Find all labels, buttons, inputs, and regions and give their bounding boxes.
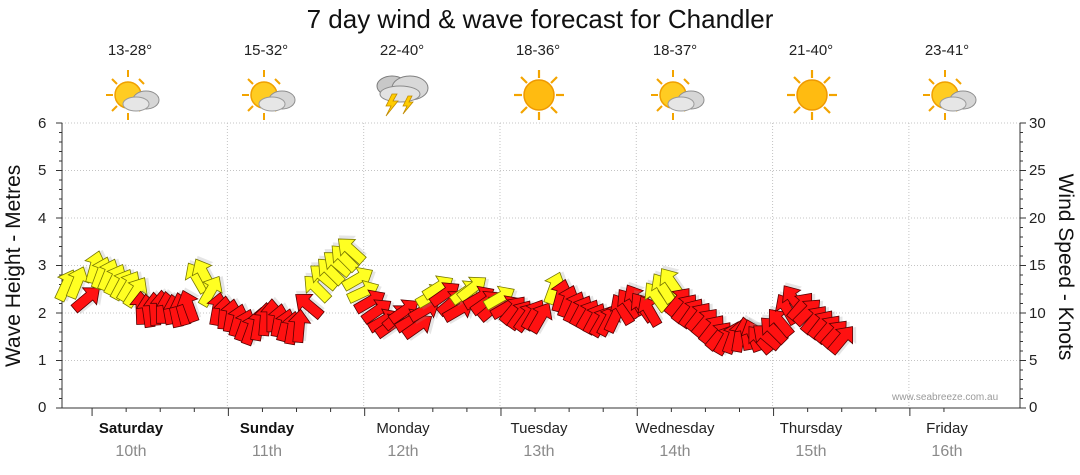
arrow-shape — [65, 266, 90, 300]
axes — [56, 122, 1026, 416]
wind-arrows — [54, 235, 857, 357]
day-label-thursday: Thursday — [779, 420, 843, 437]
wind-arrow-strong — [70, 287, 103, 314]
wind-arrow-light — [122, 277, 151, 309]
y-left-tick-4: 4 — [38, 210, 47, 227]
y-left-tick-1: 1 — [38, 352, 47, 369]
arrow-shape — [70, 287, 100, 314]
partly-cloudy-icon — [242, 70, 296, 120]
day-label-tuesday: Tuesday — [510, 420, 568, 437]
date-label-15th: 15th — [795, 443, 827, 460]
date-label-13th: 13th — [523, 443, 555, 460]
partly-cloudy-icon — [106, 70, 160, 120]
y-right-tick-15: 15 — [1029, 257, 1046, 274]
temp-range-thursday: 21-40° — [788, 42, 834, 59]
y-right-tick-0: 0 — [1029, 399, 1038, 416]
wind-arrow-strong — [637, 293, 664, 329]
day-label-friday: Friday — [926, 420, 968, 437]
y-right-tick-5: 5 — [1029, 352, 1038, 369]
y-left-tick-2: 2 — [38, 305, 47, 322]
wind-arrow-strong — [287, 307, 314, 344]
y-left-tick-3: 3 — [38, 257, 47, 274]
day-label-monday: Monday — [376, 420, 430, 437]
wind-arrow-strong — [295, 290, 325, 321]
wind-arrow-strong — [176, 287, 202, 324]
arrow-shape — [122, 277, 148, 309]
temp-range-sunday: 15-32° — [243, 42, 289, 59]
arrow-shape — [826, 326, 854, 356]
arrow-shape — [527, 302, 553, 335]
date-label-11th: 11th — [252, 443, 282, 460]
date-label-12th: 12th — [387, 443, 419, 460]
y-left-tick-6: 6 — [38, 115, 47, 132]
partly-cloudy-icon — [923, 70, 977, 120]
wind-arrow-strong — [360, 299, 395, 326]
arrow-shape — [197, 275, 223, 309]
wind-arrow-light — [337, 235, 367, 266]
day-label-sunday: Sunday — [239, 420, 295, 437]
date-label-16th: 16th — [931, 443, 963, 460]
day-label-wednesday: Wednesday — [635, 420, 715, 437]
y-right-tick-10: 10 — [1029, 305, 1046, 322]
partly-cloudy-icon — [651, 70, 705, 120]
arrow-shape — [768, 309, 795, 339]
arrow-shape — [287, 308, 312, 344]
arrow-shape — [295, 293, 325, 321]
arrow-shape — [637, 295, 663, 329]
wind-arrow-light — [197, 275, 226, 309]
gridlines — [62, 122, 1020, 408]
arrow-shape — [340, 266, 374, 292]
y-axis-right-title: Wind Speed - Knots — [1054, 173, 1077, 361]
y-right-tick-30: 30 — [1029, 115, 1046, 132]
date-label-10th: 10th — [115, 443, 147, 460]
y-axis-left-title: Wave Height - Metres — [2, 164, 25, 367]
wind-arrow-light — [65, 266, 93, 300]
sunny-icon — [514, 70, 564, 120]
wind-arrow-light — [340, 266, 376, 293]
y-right-tick-25: 25 — [1029, 162, 1046, 179]
y-right-tick-20: 20 — [1029, 210, 1046, 227]
date-label-14th: 14th — [659, 443, 691, 460]
sunny-icon — [787, 70, 837, 120]
temp-range-wednesday: 18-37° — [652, 42, 698, 59]
arrow-shape — [176, 289, 200, 324]
temp-range-monday: 22-40° — [379, 42, 425, 59]
y-left-tick-0: 0 — [38, 399, 47, 416]
wind-arrow-strong — [527, 302, 556, 335]
arrow-shape — [337, 238, 367, 266]
arrow-shape — [360, 299, 392, 325]
thunderstorm-icon — [376, 75, 429, 117]
day-label-saturday: Saturday — [98, 420, 164, 437]
wind-arrow-strong — [826, 326, 857, 356]
temp-range-friday: 23-41° — [924, 42, 970, 59]
wind-arrow-strong — [768, 306, 796, 339]
temp-range-saturday: 13-28° — [107, 42, 153, 59]
chart-title: 7 day wind & wave forecast for Chandler — [306, 4, 774, 34]
y-left-tick-5: 5 — [38, 162, 47, 179]
watermark: www.seabreeze.com.au — [892, 392, 999, 403]
temp-range-tuesday: 18-36° — [515, 42, 561, 59]
